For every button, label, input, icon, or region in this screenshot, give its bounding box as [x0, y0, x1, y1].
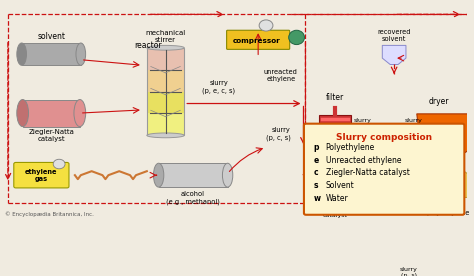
Text: slurry
(p, c, s): slurry (p, c, s): [266, 127, 291, 140]
Text: Polyethylene: Polyethylene: [326, 143, 375, 152]
Text: deactivated
catalyst: deactivated catalyst: [316, 207, 354, 218]
Text: hot water bath: hot water bath: [379, 184, 428, 190]
Ellipse shape: [147, 133, 184, 138]
Polygon shape: [411, 166, 474, 197]
Text: p: p: [314, 143, 319, 152]
Polygon shape: [437, 123, 460, 147]
Text: slurry
(p, s): slurry (p, s): [354, 118, 372, 129]
Ellipse shape: [17, 43, 27, 65]
Bar: [159, 163, 228, 187]
Text: c: c: [314, 168, 319, 177]
Text: slurry
(p, s): slurry (p, s): [400, 267, 418, 276]
Text: water: water: [405, 193, 423, 198]
Text: w: w: [314, 194, 321, 203]
Text: dried
polyethylene: dried polyethylene: [427, 203, 470, 216]
Text: s: s: [314, 181, 319, 190]
Text: solvent: solvent: [37, 32, 65, 41]
Circle shape: [259, 20, 273, 31]
Bar: [23, 100, 80, 127]
Polygon shape: [321, 190, 349, 203]
Text: filter: filter: [326, 93, 344, 102]
Text: Ziegler-Natta catalyst: Ziegler-Natta catalyst: [326, 168, 410, 177]
Text: unreacted
ethylene: unreacted ethylene: [264, 69, 298, 82]
Bar: [147, 48, 184, 70]
Ellipse shape: [154, 163, 164, 187]
FancyBboxPatch shape: [14, 163, 69, 188]
Ellipse shape: [17, 100, 28, 127]
Bar: [147, 70, 184, 92]
FancyBboxPatch shape: [227, 30, 290, 49]
Bar: [147, 48, 184, 135]
Ellipse shape: [76, 43, 86, 65]
Ellipse shape: [147, 45, 184, 50]
Bar: [147, 92, 184, 113]
Text: recovered
solvent: recovered solvent: [377, 29, 411, 42]
Bar: [22, 43, 81, 65]
Text: alcohol
(e.g., methanol): alcohol (e.g., methanol): [166, 191, 220, 205]
Text: ethylene
gas: ethylene gas: [25, 169, 58, 182]
Polygon shape: [383, 45, 406, 65]
Text: compressor: compressor: [232, 38, 280, 44]
Bar: [473, 138, 474, 144]
FancyBboxPatch shape: [304, 124, 465, 215]
Text: mechanical
stirrer: mechanical stirrer: [146, 30, 186, 43]
Ellipse shape: [222, 163, 233, 187]
Text: Unreacted ethylene: Unreacted ethylene: [326, 156, 401, 164]
Bar: [319, 115, 351, 156]
Ellipse shape: [74, 100, 86, 127]
Text: slurry
(p, w): slurry (p, w): [405, 118, 423, 129]
Text: reactor: reactor: [134, 41, 162, 51]
Bar: [147, 113, 184, 135]
Polygon shape: [417, 114, 474, 157]
Ellipse shape: [289, 30, 304, 45]
Text: Solvent: Solvent: [326, 181, 355, 190]
Polygon shape: [319, 156, 351, 167]
Text: Water: Water: [326, 194, 348, 203]
Text: e: e: [314, 156, 319, 164]
Text: Ziegler-Natta
catalyst: Ziegler-Natta catalyst: [28, 129, 74, 142]
Bar: [396, 165, 412, 179]
Text: Slurry composition: Slurry composition: [336, 133, 432, 142]
Polygon shape: [373, 131, 436, 165]
Text: dryer: dryer: [428, 97, 449, 106]
Text: © Encyclopædia Britannica, Inc.: © Encyclopædia Britannica, Inc.: [5, 211, 94, 217]
Circle shape: [53, 159, 65, 169]
Text: slurry
(p, e, c, s): slurry (p, e, c, s): [202, 81, 235, 94]
